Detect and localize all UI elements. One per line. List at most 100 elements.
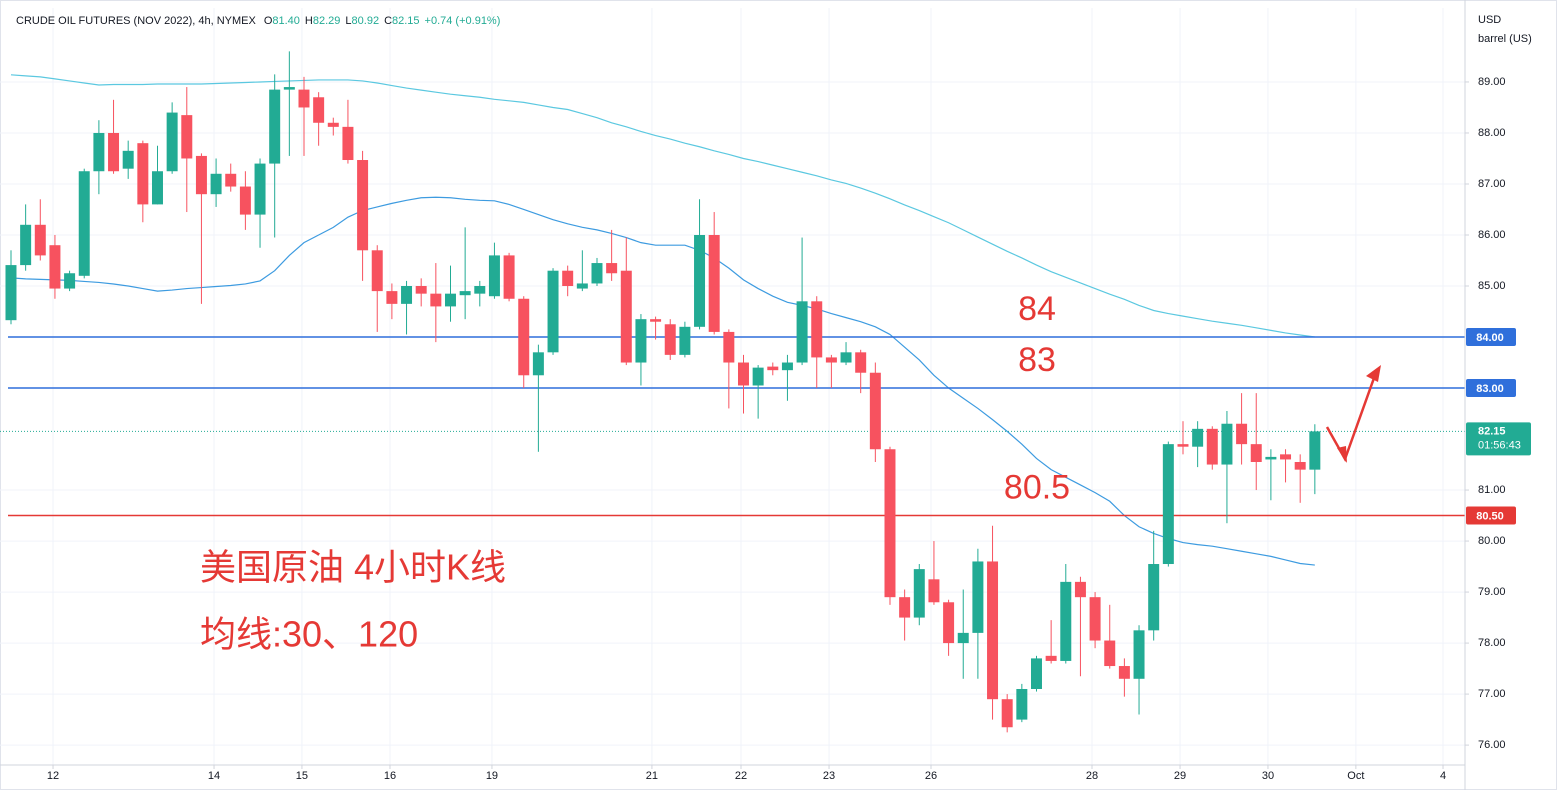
candle-body [137, 143, 149, 205]
candle-body [1162, 444, 1174, 565]
candle-body [913, 569, 925, 618]
legend-label: H [305, 15, 313, 27]
countdown: 01:56:43 [1478, 439, 1521, 451]
x-tick-label: 22 [735, 770, 747, 782]
candle-body [371, 250, 383, 292]
legend-change: +0.74 (+0.91%) [425, 15, 501, 27]
candle-body [210, 173, 222, 195]
candle-body [225, 173, 237, 187]
candle-body [708, 234, 720, 332]
candle-body [635, 319, 647, 363]
price-label-box [1466, 328, 1516, 347]
y-tick-label: 86.00 [1478, 229, 1506, 241]
candle-body [239, 186, 251, 215]
candle-body [1045, 655, 1057, 661]
x-tick-label: 15 [296, 770, 308, 782]
candle-body [166, 112, 178, 172]
axes: 76.00 77.00 78.00 79.00 80.00 81.00 85.00 86.00… [47, 76, 1531, 782]
candle-body [518, 298, 530, 376]
chart-title: CRUDE OIL FUTURES (NOV 2022), 4h, NYMEX [16, 15, 256, 27]
candle-body [181, 115, 193, 159]
annotation: 美国原油 4小时K线 [200, 547, 506, 588]
y-tick-label: 79.00 [1478, 586, 1506, 598]
candle-body [987, 561, 999, 700]
plot-area: 84 83 80.5 [0, 51, 1465, 733]
x-tick-label: 4 [1440, 770, 1446, 782]
y-tick-label: 76.00 [1478, 739, 1506, 751]
candle-body [1206, 428, 1218, 465]
candle-body [415, 286, 427, 294]
candle-body [1001, 699, 1013, 728]
price-label: 84.00 [1476, 332, 1504, 344]
legend-label: O [264, 15, 273, 27]
candle-body [5, 265, 17, 321]
price-label-box [1466, 422, 1531, 456]
unit: barrel (US) [1478, 33, 1532, 45]
x-tick-label: 16 [384, 770, 396, 782]
y-tick-label: 85.00 [1478, 280, 1506, 292]
candle-body [620, 270, 632, 363]
x-tick-label: 14 [208, 770, 220, 782]
candle-body [503, 255, 515, 299]
y-tick-label: 87.00 [1478, 178, 1506, 190]
price-label: 80.50 [1476, 510, 1504, 522]
line-annotation: 83 [1018, 341, 1056, 379]
arrow-head [1366, 365, 1381, 382]
candle-body [532, 352, 544, 376]
candle-body [1309, 431, 1321, 470]
candle-body [49, 245, 61, 289]
candle-body [488, 255, 500, 297]
candle-body [1280, 454, 1292, 460]
candle-body [474, 286, 486, 294]
candle-body [1060, 581, 1072, 661]
legend-value: 82.15 [392, 15, 420, 27]
candle-body [327, 122, 339, 127]
candle-body [972, 561, 984, 633]
candle-body [737, 362, 749, 386]
arrow-head [1337, 446, 1347, 463]
candle-body [855, 352, 867, 373]
chart-header: CRUDE OIL FUTURES (NOV 2022), 4h, NYMEX O… [16, 15, 500, 27]
candle-body [928, 579, 940, 603]
price-label-box [1466, 379, 1516, 398]
y-tick-label: 89.00 [1478, 76, 1506, 88]
candle-body [1016, 688, 1028, 720]
candle-body [943, 602, 955, 644]
y-tick-label: 78.00 [1478, 637, 1506, 649]
candle-body [811, 301, 823, 358]
x-tick-label: 23 [823, 770, 835, 782]
legend-value: 80.92 [352, 15, 380, 27]
currency: USD [1478, 14, 1501, 26]
annotation: 均线:30、120 [200, 614, 418, 655]
x-tick-label: 19 [486, 770, 498, 782]
candle-body [606, 263, 618, 274]
candle-body [1192, 428, 1204, 447]
price-label: 82.15 [1478, 425, 1506, 437]
price-label: 83.00 [1476, 383, 1504, 395]
candle-body [694, 234, 706, 327]
candle-body [957, 632, 969, 644]
candle-body [1133, 630, 1145, 679]
candle-body [254, 163, 266, 215]
candle-body [1089, 597, 1101, 641]
candle-body [269, 89, 281, 164]
candle-body [884, 449, 896, 598]
candle-body [825, 357, 837, 363]
x-tick-label: 30 [1262, 770, 1274, 782]
candle-body [576, 283, 588, 289]
candle-body [899, 597, 911, 618]
x-tick-label: Oct [1347, 770, 1364, 782]
line-annotation: 80.5 [1004, 469, 1070, 507]
arrow-drawing [1325, 365, 1381, 463]
candle-body [430, 293, 442, 307]
legend-label: C [384, 15, 392, 27]
candle-body [547, 270, 559, 353]
y-tick-label: 80.00 [1478, 535, 1506, 547]
candle-body [1104, 640, 1116, 667]
candle-body [796, 301, 808, 363]
candle-body [342, 126, 354, 161]
candle-body [752, 367, 764, 386]
candle-body [679, 326, 691, 355]
